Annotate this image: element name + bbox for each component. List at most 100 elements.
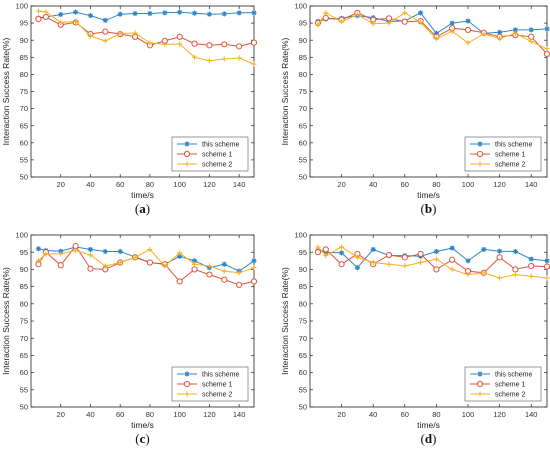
- data-point: [465, 258, 471, 264]
- y-tick-label: 100: [294, 231, 307, 240]
- x-tick-label: 20: [337, 180, 345, 189]
- data-point: [512, 271, 518, 278]
- y-tick-label: 55: [299, 156, 307, 165]
- x-tick-label: 60: [116, 180, 124, 189]
- data-point: [354, 265, 360, 271]
- data-point: [512, 266, 519, 273]
- data-point: [354, 254, 360, 260]
- data-point: [512, 248, 518, 255]
- y-tick-label: 85: [20, 53, 28, 62]
- data-point: [117, 259, 123, 266]
- series-line-1: [38, 11, 254, 21]
- data-point: [385, 251, 393, 259]
- data-point: [315, 244, 321, 250]
- data-point: [497, 29, 503, 35]
- x-tick-label: 60: [116, 410, 124, 419]
- data-point: [339, 250, 345, 256]
- x-tick-label: 80: [432, 180, 440, 189]
- y-tick-label: 85: [299, 53, 307, 62]
- legend-label: scheme 2: [495, 162, 525, 169]
- data-point: [102, 248, 108, 255]
- data-point: [191, 266, 198, 273]
- data-point: [176, 278, 183, 285]
- data-point: [102, 17, 108, 23]
- x-axis-label: time/s: [131, 420, 154, 430]
- data-point: [102, 28, 109, 35]
- series-line-1: [317, 247, 548, 269]
- data-point: [433, 36, 439, 42]
- x-axis-label: time/s: [417, 420, 440, 430]
- chart-panel-2: 50 55 60 65 70 75 80 85 90 95 100 20 40 60 80 100 120 140…: [280, 2, 550, 216]
- data-point: [176, 33, 183, 40]
- data-point: [528, 273, 534, 279]
- data-point: [433, 256, 439, 262]
- y-tick-label: 65: [299, 121, 307, 130]
- panel-label: (d): [421, 431, 437, 446]
- y-tick-label: 55: [299, 385, 307, 394]
- data-point: [544, 46, 550, 52]
- data-point: [236, 10, 242, 16]
- data-point: [544, 258, 550, 264]
- data-point: [497, 248, 503, 254]
- x-tick-label: 80: [432, 410, 440, 419]
- y-tick-label: 60: [299, 138, 307, 147]
- y-tick-label: 95: [299, 248, 307, 257]
- series-line-3: [317, 246, 548, 279]
- data-point: [191, 10, 198, 16]
- series-line-3: [38, 10, 255, 65]
- data-point: [433, 30, 439, 36]
- data-point: [132, 30, 138, 36]
- data-point: [221, 11, 227, 17]
- data-point: [544, 26, 550, 32]
- x-tick-label: 100: [462, 180, 475, 189]
- data-point: [250, 278, 258, 285]
- y-tick-label: 85: [20, 282, 28, 291]
- data-point: [465, 40, 471, 46]
- data-point: [385, 15, 393, 22]
- data-point: [528, 33, 535, 40]
- data-point: [528, 38, 534, 45]
- y-tick-label: 65: [299, 351, 307, 360]
- data-point: [465, 18, 471, 24]
- panel-label: (a): [135, 201, 150, 216]
- data-point: [528, 27, 534, 33]
- data-point: [206, 263, 212, 269]
- data-point: [87, 33, 94, 39]
- data-point: [162, 41, 168, 47]
- data-point: [191, 258, 198, 264]
- data-point: [221, 56, 227, 62]
- legend-marker: [184, 371, 190, 377]
- data-point: [339, 244, 345, 250]
- x-tick-label: 140: [233, 410, 246, 419]
- data-point: [236, 281, 243, 288]
- x-tick-label: 120: [203, 410, 216, 419]
- series-line-1: [317, 12, 548, 35]
- legend-marker: [477, 391, 483, 397]
- legend-marker: [184, 391, 190, 397]
- x-tick-label: 40: [369, 180, 377, 189]
- y-tick-label: 95: [20, 19, 28, 28]
- y-tick-label: 50: [20, 403, 28, 412]
- x-tick-label: 140: [233, 180, 246, 189]
- data-point: [543, 50, 550, 57]
- x-tick-label: 80: [146, 410, 154, 419]
- legend: this scheme scheme 1 scheme 2: [464, 136, 542, 172]
- data-point: [402, 263, 408, 269]
- data-point: [73, 247, 79, 254]
- y-tick-label: 60: [299, 368, 307, 377]
- data-point: [449, 266, 455, 272]
- legend-label: this scheme: [495, 372, 532, 379]
- x-tick-label: 20: [57, 180, 65, 189]
- data-point: [323, 253, 329, 259]
- data-point: [191, 54, 198, 60]
- data-point: [221, 268, 227, 274]
- data-point: [102, 263, 108, 269]
- data-point: [147, 246, 153, 253]
- legend-label: this scheme: [495, 142, 532, 149]
- data-point: [449, 28, 455, 34]
- data-point: [464, 26, 472, 34]
- data-point: [147, 10, 153, 17]
- y-tick-label: 50: [299, 403, 307, 412]
- data-point: [206, 58, 212, 64]
- x-tick-label: 20: [337, 410, 345, 419]
